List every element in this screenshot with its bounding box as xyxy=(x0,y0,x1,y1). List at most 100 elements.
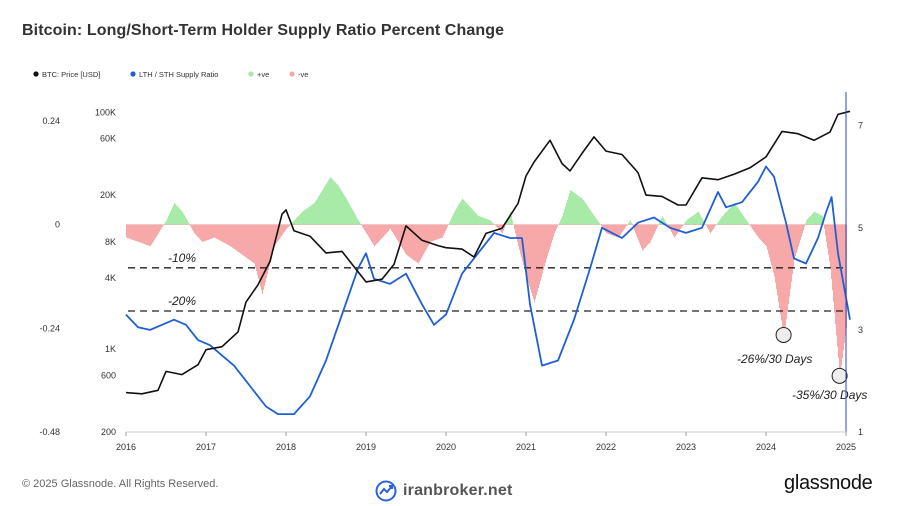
positive-bar xyxy=(631,222,633,225)
positive-bar xyxy=(686,220,688,225)
negative-bar xyxy=(543,224,545,270)
positive-bar xyxy=(585,203,587,225)
positive-bar xyxy=(319,194,321,225)
negative-bar xyxy=(268,224,270,270)
negative-bar xyxy=(780,224,782,315)
positive-bar xyxy=(491,221,493,225)
negative-bar xyxy=(830,224,832,268)
positive-bar xyxy=(457,206,459,225)
negative-bar xyxy=(524,224,526,269)
negative-bar xyxy=(518,224,520,247)
positive-bar xyxy=(339,187,341,225)
positive-bar xyxy=(579,196,581,225)
negative-bar xyxy=(514,224,516,229)
negative-bar xyxy=(252,224,254,263)
positive-bar xyxy=(511,215,513,225)
negative-bar xyxy=(527,224,529,280)
positive-bar xyxy=(453,213,455,225)
positive-bar xyxy=(321,191,323,225)
positive-bar xyxy=(727,210,729,225)
positive-bar xyxy=(174,203,176,225)
positive-bar xyxy=(694,214,696,225)
chart-trend-icon xyxy=(375,480,397,502)
negative-bar xyxy=(520,224,522,254)
negative-bar xyxy=(257,224,259,275)
positive-bar xyxy=(356,216,358,225)
positive-bar xyxy=(450,220,452,225)
positive-bar xyxy=(563,212,565,225)
negative-bar xyxy=(370,224,372,240)
negative-bar xyxy=(709,224,711,232)
positive-bar xyxy=(180,209,182,225)
positive-bar xyxy=(820,214,822,225)
positive-bar xyxy=(564,209,566,225)
positive-bar xyxy=(451,218,453,225)
positive-bar xyxy=(590,210,592,225)
negative-bar xyxy=(259,224,261,283)
negative-bar xyxy=(824,224,826,229)
positive-bar xyxy=(323,188,325,225)
positive-bar xyxy=(467,204,469,225)
positive-bar xyxy=(298,215,300,225)
negative-bar xyxy=(615,224,617,237)
positive-bar xyxy=(589,208,591,225)
price-tick-label: 60K xyxy=(100,134,116,144)
positive-bar xyxy=(314,203,316,225)
positive-bar xyxy=(665,221,667,225)
negative-bar xyxy=(438,224,440,240)
negative-bar xyxy=(826,224,828,242)
ratio-line xyxy=(125,165,851,415)
negative-bar xyxy=(140,224,142,243)
x-tick-label: 2016 xyxy=(116,442,136,452)
positive-bar xyxy=(597,220,599,225)
positive-bar xyxy=(300,213,302,225)
legend-label: BTC: Price [USD] xyxy=(42,70,100,79)
positive-bar xyxy=(302,211,304,225)
negative-bar xyxy=(219,224,221,241)
positive-bar xyxy=(721,217,723,225)
positive-bar xyxy=(466,203,468,225)
right-tick-label: 1 xyxy=(858,427,863,437)
positive-bar xyxy=(811,214,813,225)
copyright-text: © 2025 Glassnode. All Rights Reserved. xyxy=(22,478,219,490)
positive-bar xyxy=(687,219,689,225)
negative-bar xyxy=(550,224,552,247)
positive-bar xyxy=(479,216,481,225)
positive-bar xyxy=(326,183,328,225)
positive-bar xyxy=(565,206,567,225)
positive-bar xyxy=(458,205,460,225)
negative-bar xyxy=(767,224,769,250)
negative-bar xyxy=(447,224,449,227)
negative-bar xyxy=(286,224,288,229)
negative-bar xyxy=(618,224,620,238)
negative-bar xyxy=(639,224,641,243)
negative-bar xyxy=(434,224,436,241)
negative-bar xyxy=(270,224,272,263)
negative-bar xyxy=(383,224,385,237)
negative-bar xyxy=(206,224,208,241)
negative-bar xyxy=(384,224,386,236)
negative-bar xyxy=(248,224,250,260)
negative-bar xyxy=(548,224,550,253)
negative-bar xyxy=(250,224,252,261)
positive-bar xyxy=(581,197,583,225)
positive-bar xyxy=(360,223,362,225)
negative-bar xyxy=(835,224,837,325)
positive-bar xyxy=(476,213,478,225)
positive-bar xyxy=(586,204,588,225)
negative-bar xyxy=(386,224,388,234)
negative-bar xyxy=(413,224,415,260)
negative-bar xyxy=(625,224,627,228)
negative-bar xyxy=(656,224,658,229)
negative-bar xyxy=(553,224,555,237)
negative-bar xyxy=(804,224,806,227)
negative-bar xyxy=(200,224,202,240)
negative-bar xyxy=(160,224,162,231)
negative-bar xyxy=(644,224,646,249)
negative-bar xyxy=(195,224,197,235)
negative-bar xyxy=(526,224,528,277)
negative-bar xyxy=(766,224,768,247)
positive-bar xyxy=(662,215,664,225)
negative-bar xyxy=(768,224,770,254)
positive-bar xyxy=(179,208,181,225)
